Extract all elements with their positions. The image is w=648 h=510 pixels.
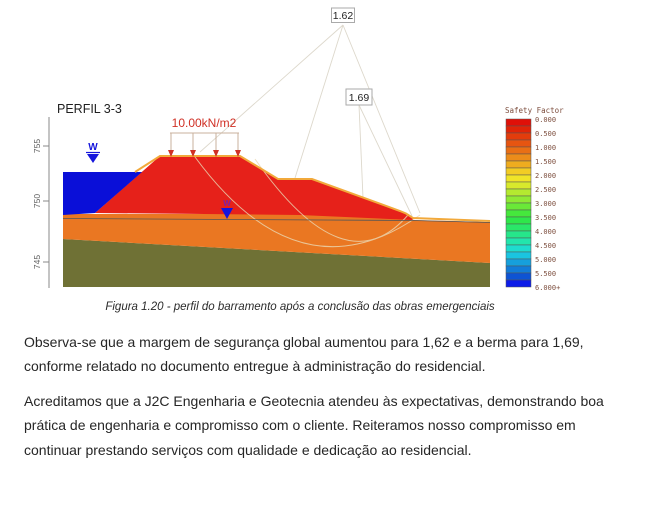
y-tick-label: 755 bbox=[32, 139, 42, 153]
y-axis bbox=[43, 117, 50, 288]
legend-cell bbox=[505, 202, 532, 211]
svg-text:W: W bbox=[88, 142, 98, 153]
legend-cell bbox=[505, 167, 532, 176]
legend-cell bbox=[505, 216, 532, 225]
surcharge-label: 10.00kN/m2 bbox=[172, 116, 237, 130]
legend-cell bbox=[505, 174, 532, 183]
legend-cell bbox=[505, 118, 532, 127]
figure-caption: Figura 1.20 - perfil do barramento após … bbox=[105, 301, 495, 313]
figure-canvas: 755 750 745 PERFIL 3-3 10.00kN/m2 bbox=[32, 7, 564, 292]
legend-tick-label: 3.000 bbox=[535, 200, 556, 208]
load-arrow-icon bbox=[168, 150, 241, 157]
legend-cell bbox=[505, 181, 532, 190]
legend-tick-label: 1.500 bbox=[535, 158, 556, 166]
profile-label: PERFIL 3-3 bbox=[57, 102, 122, 116]
body-text: Observa-se que a margem de segurança glo… bbox=[24, 330, 604, 472]
slip-arcs bbox=[194, 156, 421, 248]
embankment-layer bbox=[95, 156, 413, 220]
legend-tick-label: 0.000 bbox=[535, 116, 556, 124]
slope-stability-figure: 755 750 745 PERFIL 3-3 10.00kN/m2 bbox=[32, 7, 564, 292]
fs-label-global: 1.62 bbox=[333, 10, 354, 22]
legend-cell bbox=[505, 251, 532, 260]
svg-text:W: W bbox=[223, 199, 231, 208]
fill-layer bbox=[63, 214, 490, 263]
legend-cell bbox=[505, 132, 532, 141]
legend-tick-label: 0.500 bbox=[535, 130, 556, 138]
water-level-icon: W bbox=[86, 142, 100, 163]
y-tick-label: 745 bbox=[32, 255, 42, 269]
legend-cell bbox=[505, 258, 532, 267]
legend-cell bbox=[505, 153, 532, 162]
radius-lines bbox=[199, 24, 421, 217]
legend-cell bbox=[505, 272, 532, 281]
legend-tick-label: 5.500 bbox=[535, 270, 556, 278]
legend-cell bbox=[505, 125, 532, 134]
legend-tick-label: 4.500 bbox=[535, 242, 556, 250]
water-level-icon: W bbox=[221, 199, 233, 219]
legend-cell bbox=[505, 160, 532, 169]
legend-cell bbox=[505, 265, 532, 274]
legend-tick-label: 2.000 bbox=[535, 172, 556, 180]
legend-cell bbox=[505, 223, 532, 232]
fs-box-berm: 1.69 bbox=[345, 88, 373, 106]
legend-color-scale bbox=[505, 118, 532, 288]
water-table-line bbox=[62, 218, 491, 223]
legend-cell bbox=[505, 279, 532, 288]
surface-outline bbox=[134, 155, 491, 222]
legend-tick-label: 2.500 bbox=[535, 186, 556, 194]
legend-cell bbox=[505, 237, 532, 246]
surcharge-bracket bbox=[170, 132, 239, 150]
foundation-layer bbox=[63, 239, 490, 287]
legend-tick-label: 6.000+ bbox=[535, 284, 560, 292]
legend-cell bbox=[505, 195, 532, 204]
legend-tick-label: 3.500 bbox=[535, 214, 556, 222]
y-tick-label: 750 bbox=[32, 194, 42, 208]
legend-title: Safety Factor bbox=[505, 106, 564, 115]
legend-cell bbox=[505, 230, 532, 239]
legend-cell bbox=[505, 139, 532, 148]
legend-tick-label: 1.000 bbox=[535, 144, 556, 152]
paragraph: Observa-se que a margem de segurança glo… bbox=[24, 334, 584, 375]
legend-cell bbox=[505, 146, 532, 155]
fs-label-berm: 1.69 bbox=[349, 92, 370, 104]
legend-cell bbox=[505, 244, 532, 253]
water-layer bbox=[63, 172, 142, 215]
fs-box-global: 1.62 bbox=[331, 7, 355, 23]
legend-cell bbox=[505, 188, 532, 197]
legend-cell bbox=[505, 209, 532, 218]
legend-tick-label: 5.000 bbox=[535, 256, 556, 264]
legend-tick-labels: 0.000 0.500 1.000 1.500 2.000 2.500 3.000 3.500… bbox=[535, 116, 560, 292]
legend-tick-label: 4.000 bbox=[535, 228, 556, 236]
paragraph: Acreditamos que a J2C Engenharia e Geote… bbox=[24, 392, 604, 458]
